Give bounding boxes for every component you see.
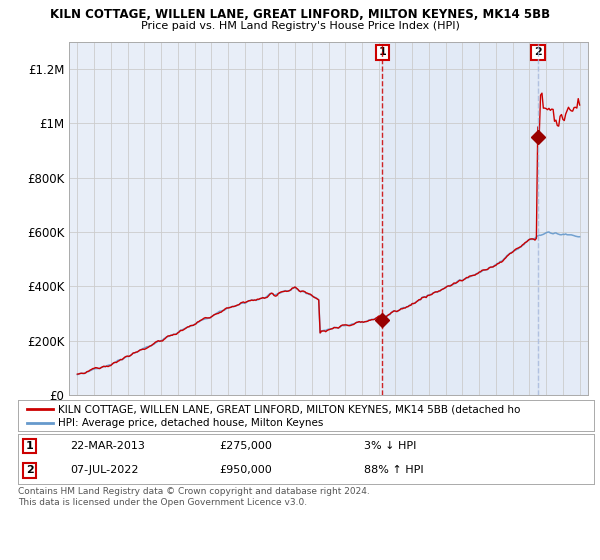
Bar — [538, 42, 588, 395]
Text: 3% ↓ HPI: 3% ↓ HPI — [364, 441, 416, 451]
Text: 22-MAR-2013: 22-MAR-2013 — [70, 441, 145, 451]
Text: 1: 1 — [379, 47, 386, 57]
Bar — [382, 42, 538, 395]
Text: KILN COTTAGE, WILLEN LANE, GREAT LINFORD, MILTON KEYNES, MK14 5BB: KILN COTTAGE, WILLEN LANE, GREAT LINFORD… — [50, 8, 550, 21]
Text: 07-JUL-2022: 07-JUL-2022 — [70, 465, 139, 475]
Text: 2: 2 — [534, 47, 542, 57]
Bar — [538, 42, 588, 395]
Text: 88% ↑ HPI: 88% ↑ HPI — [364, 465, 423, 475]
Text: Price paid vs. HM Land Registry's House Price Index (HPI): Price paid vs. HM Land Registry's House … — [140, 21, 460, 31]
Text: 2: 2 — [26, 465, 34, 475]
Text: 1: 1 — [26, 441, 34, 451]
Text: £275,000: £275,000 — [220, 441, 272, 451]
Text: £950,000: £950,000 — [220, 465, 272, 475]
Text: HPI: Average price, detached house, Milton Keynes: HPI: Average price, detached house, Milt… — [58, 418, 323, 428]
Text: KILN COTTAGE, WILLEN LANE, GREAT LINFORD, MILTON KEYNES, MK14 5BB (detached ho: KILN COTTAGE, WILLEN LANE, GREAT LINFORD… — [58, 404, 521, 414]
Text: Contains HM Land Registry data © Crown copyright and database right 2024.
This d: Contains HM Land Registry data © Crown c… — [18, 487, 370, 507]
